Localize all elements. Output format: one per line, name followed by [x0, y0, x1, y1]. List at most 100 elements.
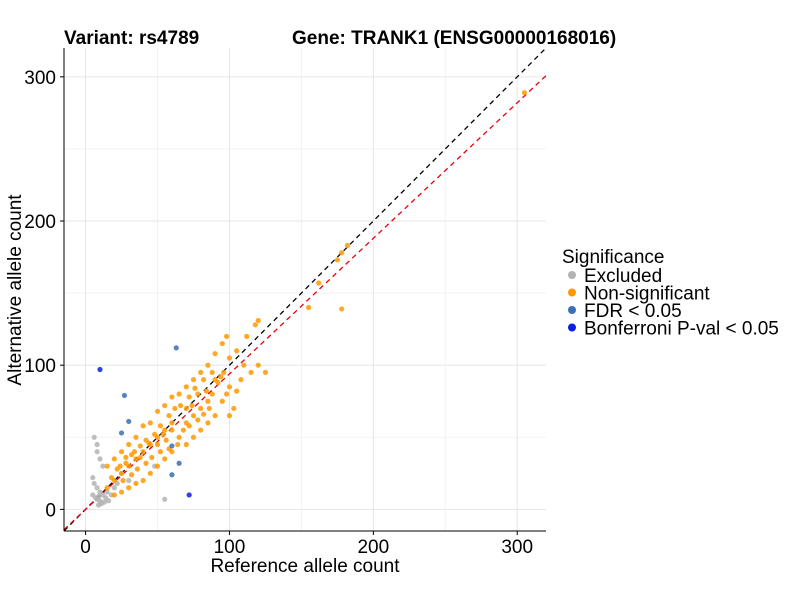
point-non-significant	[169, 420, 175, 426]
point-non-significant	[147, 420, 153, 426]
grid	[64, 48, 546, 531]
point-non-significant	[104, 485, 110, 491]
point-non-significant	[339, 250, 345, 256]
point-non-significant	[133, 480, 139, 487]
point-non-significant	[252, 322, 258, 328]
point-non-significant	[108, 475, 115, 481]
point-non-significant	[147, 470, 153, 476]
point-excluded	[95, 493, 102, 499]
point-non-significant	[226, 355, 233, 361]
point-non-significant	[206, 405, 212, 412]
point-fdr-0-05	[121, 392, 128, 399]
point-non-significant	[218, 374, 224, 380]
point-fdr-0-05	[126, 418, 132, 425]
point-bonferroni-p-val-0-05	[97, 366, 103, 373]
point-non-significant	[226, 413, 233, 419]
point-excluded	[97, 456, 103, 462]
point-non-significant	[140, 423, 146, 429]
point-non-significant	[339, 306, 345, 312]
point-excluded	[94, 441, 100, 448]
point-non-significant	[111, 492, 117, 498]
point-non-significant	[316, 280, 322, 286]
point-non-significant	[262, 369, 269, 376]
point-non-significant	[192, 385, 198, 391]
point-excluded	[162, 496, 168, 502]
point-non-significant	[244, 333, 250, 339]
point-non-significant	[166, 413, 172, 419]
point-fdr-0-05	[169, 472, 175, 478]
point-non-significant	[169, 427, 175, 433]
point-non-significant	[133, 434, 139, 440]
point-non-significant	[117, 463, 123, 469]
point-non-significant	[183, 384, 189, 390]
point-non-significant	[226, 384, 233, 390]
point-non-significant	[209, 369, 215, 376]
legend-label: Non-significant	[584, 284, 710, 305]
x-tick-label: 200	[357, 537, 389, 558]
point-non-significant	[221, 369, 227, 376]
point-fdr-0-05	[118, 430, 125, 436]
point-non-significant	[169, 394, 175, 400]
legend-swatch	[568, 271, 576, 279]
legend-label: Bonferroni P-val < 0.05	[584, 319, 779, 340]
point-fdr-0-05	[176, 460, 182, 466]
point-non-significant	[118, 449, 125, 455]
point-non-significant	[305, 304, 312, 311]
point-non-significant	[180, 427, 187, 433]
x-axis-title: Reference allele count	[210, 556, 400, 577]
point-excluded	[104, 489, 110, 495]
chart-title-variant: Variant: rs4789	[64, 28, 199, 49]
point-non-significant	[205, 420, 211, 426]
point-non-significant	[143, 460, 149, 466]
point-non-significant	[154, 441, 161, 448]
point-non-significant	[190, 434, 197, 440]
point-non-significant	[212, 377, 218, 383]
point-excluded	[106, 498, 112, 504]
legend: Significance ExcludedNon-significantFDR …	[562, 247, 779, 340]
point-non-significant	[521, 90, 528, 96]
point-non-significant	[195, 391, 201, 397]
point-non-significant	[203, 388, 210, 394]
point-non-significant	[255, 362, 261, 368]
point-non-significant	[131, 449, 138, 455]
point-excluded	[91, 434, 97, 440]
point-non-significant	[162, 402, 168, 409]
point-non-significant	[154, 463, 161, 469]
point-non-significant	[212, 413, 218, 419]
reference-line-identity	[63, 47, 547, 532]
legend-swatch	[568, 306, 576, 314]
point-non-significant	[176, 434, 182, 440]
point-non-significant	[212, 351, 218, 357]
point-excluded	[101, 499, 107, 505]
point-non-significant	[238, 377, 244, 383]
point-fdr-0-05	[169, 443, 175, 449]
point-non-significant	[183, 405, 189, 412]
point-non-significant	[223, 333, 230, 339]
point-excluded	[111, 485, 117, 491]
point-non-significant	[163, 437, 169, 443]
point-non-significant	[198, 427, 204, 433]
point-non-significant	[111, 456, 117, 462]
point-non-significant	[140, 477, 146, 484]
legend-swatch	[568, 288, 576, 297]
point-non-significant	[195, 417, 201, 423]
y-tick-label: 300	[24, 68, 56, 89]
point-non-significant	[234, 348, 240, 354]
point-non-significant	[176, 391, 182, 397]
point-non-significant	[123, 460, 129, 466]
point-non-significant	[133, 456, 139, 462]
point-non-significant	[190, 377, 197, 383]
x-tick-label: 300	[501, 537, 533, 558]
point-non-significant	[209, 391, 215, 397]
ticks: 0 100 200 300 0 100 200 300	[24, 68, 533, 558]
point-non-significant	[219, 398, 225, 404]
point-non-significant	[334, 257, 340, 263]
point-non-significant	[200, 411, 207, 417]
point-non-significant	[126, 441, 132, 448]
point-non-significant	[120, 477, 126, 484]
point-excluded	[126, 477, 132, 484]
point-non-significant	[118, 470, 125, 476]
point-non-significant	[231, 405, 237, 412]
point-non-significant	[162, 456, 168, 462]
